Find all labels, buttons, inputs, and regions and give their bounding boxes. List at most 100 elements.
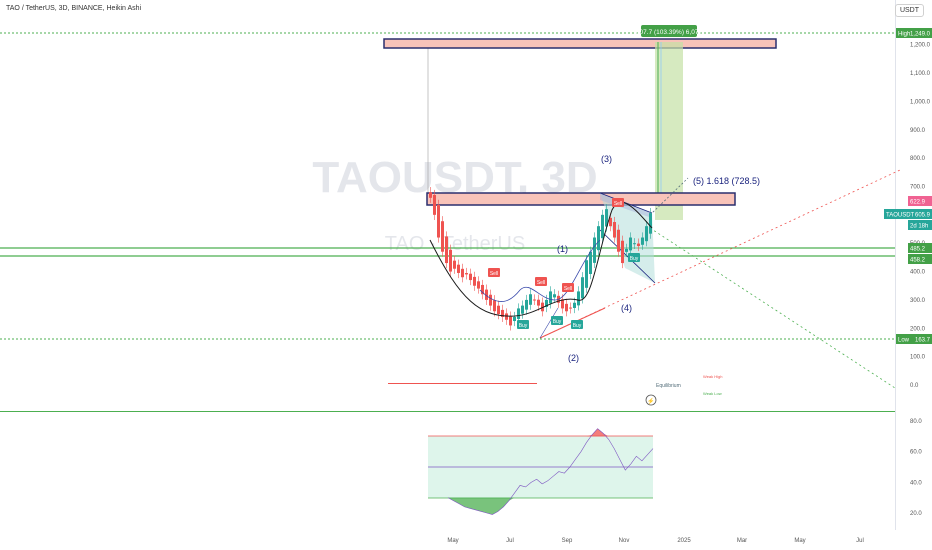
candle-body[interactable] bbox=[553, 294, 556, 298]
weak-high-label: Weak High bbox=[703, 374, 723, 379]
buy-tag: Buy bbox=[628, 253, 640, 262]
candle-body[interactable] bbox=[525, 299, 528, 310]
candle-body[interactable] bbox=[509, 316, 512, 326]
candle-body[interactable] bbox=[577, 291, 580, 306]
candle-body[interactable] bbox=[541, 302, 544, 312]
candle-body[interactable] bbox=[465, 273, 468, 275]
candle-body[interactable] bbox=[461, 268, 464, 278]
candle-body[interactable] bbox=[585, 260, 588, 288]
candle-body[interactable] bbox=[449, 249, 452, 272]
candle-body[interactable] bbox=[597, 226, 600, 251]
candle-body[interactable] bbox=[625, 248, 628, 252]
candle-body[interactable] bbox=[469, 273, 472, 281]
candle-body[interactable] bbox=[493, 300, 496, 312]
candle-body[interactable] bbox=[561, 299, 564, 309]
candle-body[interactable] bbox=[573, 302, 576, 308]
candle-body[interactable] bbox=[565, 303, 568, 312]
wedge-lower-line bbox=[599, 229, 656, 284]
rsi-tick-label: 20.0 bbox=[910, 511, 922, 517]
lightning-glyph: ⚡ bbox=[647, 397, 654, 405]
candle-body[interactable] bbox=[641, 237, 644, 245]
candle-body[interactable] bbox=[621, 240, 624, 264]
red-level-tag: 622.9 bbox=[908, 196, 932, 206]
green-trendline bbox=[649, 227, 896, 389]
candle-body[interactable] bbox=[645, 226, 648, 242]
time-tick-label: Sep bbox=[562, 538, 573, 544]
svg-text:Buy: Buy bbox=[630, 256, 639, 262]
svg-text:1,249.0: 1,249.0 bbox=[910, 32, 931, 38]
candle-body[interactable] bbox=[481, 284, 484, 295]
candle-body[interactable] bbox=[617, 229, 620, 252]
sell-tag: Sell bbox=[612, 198, 624, 207]
target-measure-box[interactable] bbox=[655, 42, 683, 220]
svg-text:458.2: 458.2 bbox=[910, 258, 926, 264]
svg-text:Sell: Sell bbox=[614, 201, 622, 207]
supply-zone[interactable] bbox=[426, 192, 736, 206]
resistance-zone[interactable] bbox=[383, 38, 777, 49]
candle-body[interactable] bbox=[445, 236, 448, 264]
candle-body[interactable] bbox=[477, 281, 480, 289]
svg-text:Sell: Sell bbox=[564, 286, 572, 292]
candle-body[interactable] bbox=[649, 213, 652, 234]
price-tick-label: 1,100.0 bbox=[910, 71, 931, 77]
candle-body[interactable] bbox=[533, 299, 536, 301]
sell-tag: Sell bbox=[535, 277, 547, 286]
price-tick-label: 200.0 bbox=[910, 326, 926, 332]
equilibrium-label: Equilibrium bbox=[656, 383, 681, 389]
currency-button[interactable]: USDT bbox=[894, 4, 924, 17]
wave-2-label: (2) bbox=[568, 353, 579, 363]
candle-body[interactable] bbox=[613, 222, 616, 238]
svg-text:TAOUSDT: TAOUSDT bbox=[886, 213, 915, 219]
candle-body[interactable] bbox=[505, 313, 508, 320]
rsi-tick-label: 40.0 bbox=[910, 480, 922, 486]
wave-3-label: (3) bbox=[601, 154, 612, 164]
price-tick-label: 800.0 bbox=[910, 156, 926, 162]
candle-body[interactable] bbox=[429, 192, 432, 198]
candle-body[interactable] bbox=[549, 291, 552, 304]
candle-body[interactable] bbox=[545, 299, 548, 307]
time-tick-label: Mar bbox=[737, 538, 747, 544]
candle-body[interactable] bbox=[501, 309, 504, 317]
price-tick-label: 400.0 bbox=[910, 270, 926, 276]
rsi-overbought-fill bbox=[448, 428, 653, 437]
candle-body[interactable] bbox=[517, 308, 520, 319]
candle-body[interactable] bbox=[633, 243, 636, 245]
low-price-tag: Low 163.7 bbox=[896, 334, 932, 344]
candle-body[interactable] bbox=[489, 294, 492, 306]
svg-text:Low: Low bbox=[898, 338, 910, 344]
candle-body[interactable] bbox=[581, 277, 584, 299]
candle-body[interactable] bbox=[485, 289, 488, 300]
candle-body[interactable] bbox=[601, 214, 604, 239]
time-axis[interactable]: May Jul Sep Nov 2025 Mar May Jul bbox=[447, 538, 864, 544]
candle-body[interactable] bbox=[453, 260, 456, 269]
candle-body[interactable] bbox=[629, 237, 632, 251]
candle-body[interactable] bbox=[457, 264, 460, 273]
weak-low-label: Weak Low bbox=[703, 391, 722, 396]
buy-tag: Buy bbox=[571, 320, 583, 329]
candle-body[interactable] bbox=[605, 209, 608, 227]
chart-title: TAO / TetherUS, 3D, BINANCE, Heikin Ashi bbox=[6, 5, 142, 12]
svg-text:2d 18h: 2d 18h bbox=[910, 224, 928, 230]
candle-body[interactable] bbox=[473, 276, 476, 286]
candle-body[interactable] bbox=[529, 294, 532, 305]
candle-body[interactable] bbox=[589, 251, 592, 275]
rsi-axis[interactable]: 20.0 40.0 60.0 80.0 bbox=[910, 419, 922, 517]
svg-text:Buy: Buy bbox=[573, 323, 582, 329]
candle-body[interactable] bbox=[497, 305, 500, 315]
lightning-icon[interactable] bbox=[645, 394, 657, 406]
svg-text:Buy: Buy bbox=[553, 319, 562, 325]
time-tick-label: Jul bbox=[856, 538, 864, 544]
candle-body[interactable] bbox=[521, 305, 524, 314]
candle-body[interactable] bbox=[437, 204, 440, 238]
candle-body[interactable] bbox=[593, 237, 596, 263]
candle-body[interactable] bbox=[441, 221, 444, 252]
candle-body[interactable] bbox=[433, 194, 436, 215]
candle-body[interactable] bbox=[609, 217, 612, 227]
wave-4-label: (4) bbox=[621, 303, 632, 313]
candle-body[interactable] bbox=[569, 307, 572, 309]
candle-body[interactable] bbox=[637, 243, 640, 247]
candle-body[interactable] bbox=[513, 316, 516, 322]
svg-text:605.9: 605.9 bbox=[915, 213, 931, 219]
candle-body[interactable] bbox=[537, 299, 540, 306]
